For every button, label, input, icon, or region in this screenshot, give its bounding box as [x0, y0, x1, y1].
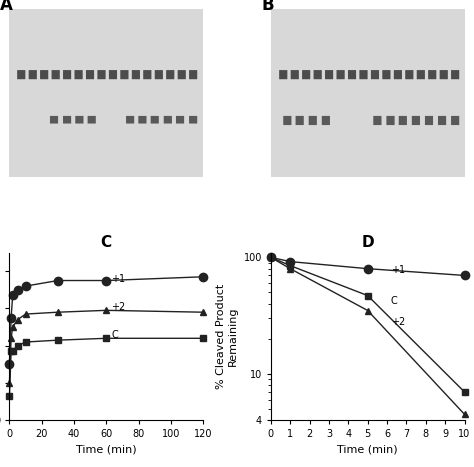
- Y-axis label: % Cleaved Product
Remaining: % Cleaved Product Remaining: [216, 284, 238, 389]
- Text: +1: +1: [111, 274, 125, 283]
- X-axis label: Time (min): Time (min): [337, 445, 398, 455]
- Text: C: C: [111, 330, 118, 340]
- Text: +2: +2: [391, 317, 405, 327]
- Text: A: A: [0, 0, 13, 14]
- Title: C: C: [101, 235, 112, 250]
- X-axis label: Time (min): Time (min): [76, 445, 137, 455]
- Text: B: B: [261, 0, 274, 14]
- Text: C: C: [391, 296, 398, 306]
- Text: +1: +1: [391, 265, 405, 275]
- Text: +2: +2: [111, 302, 126, 311]
- Title: D: D: [361, 235, 374, 250]
